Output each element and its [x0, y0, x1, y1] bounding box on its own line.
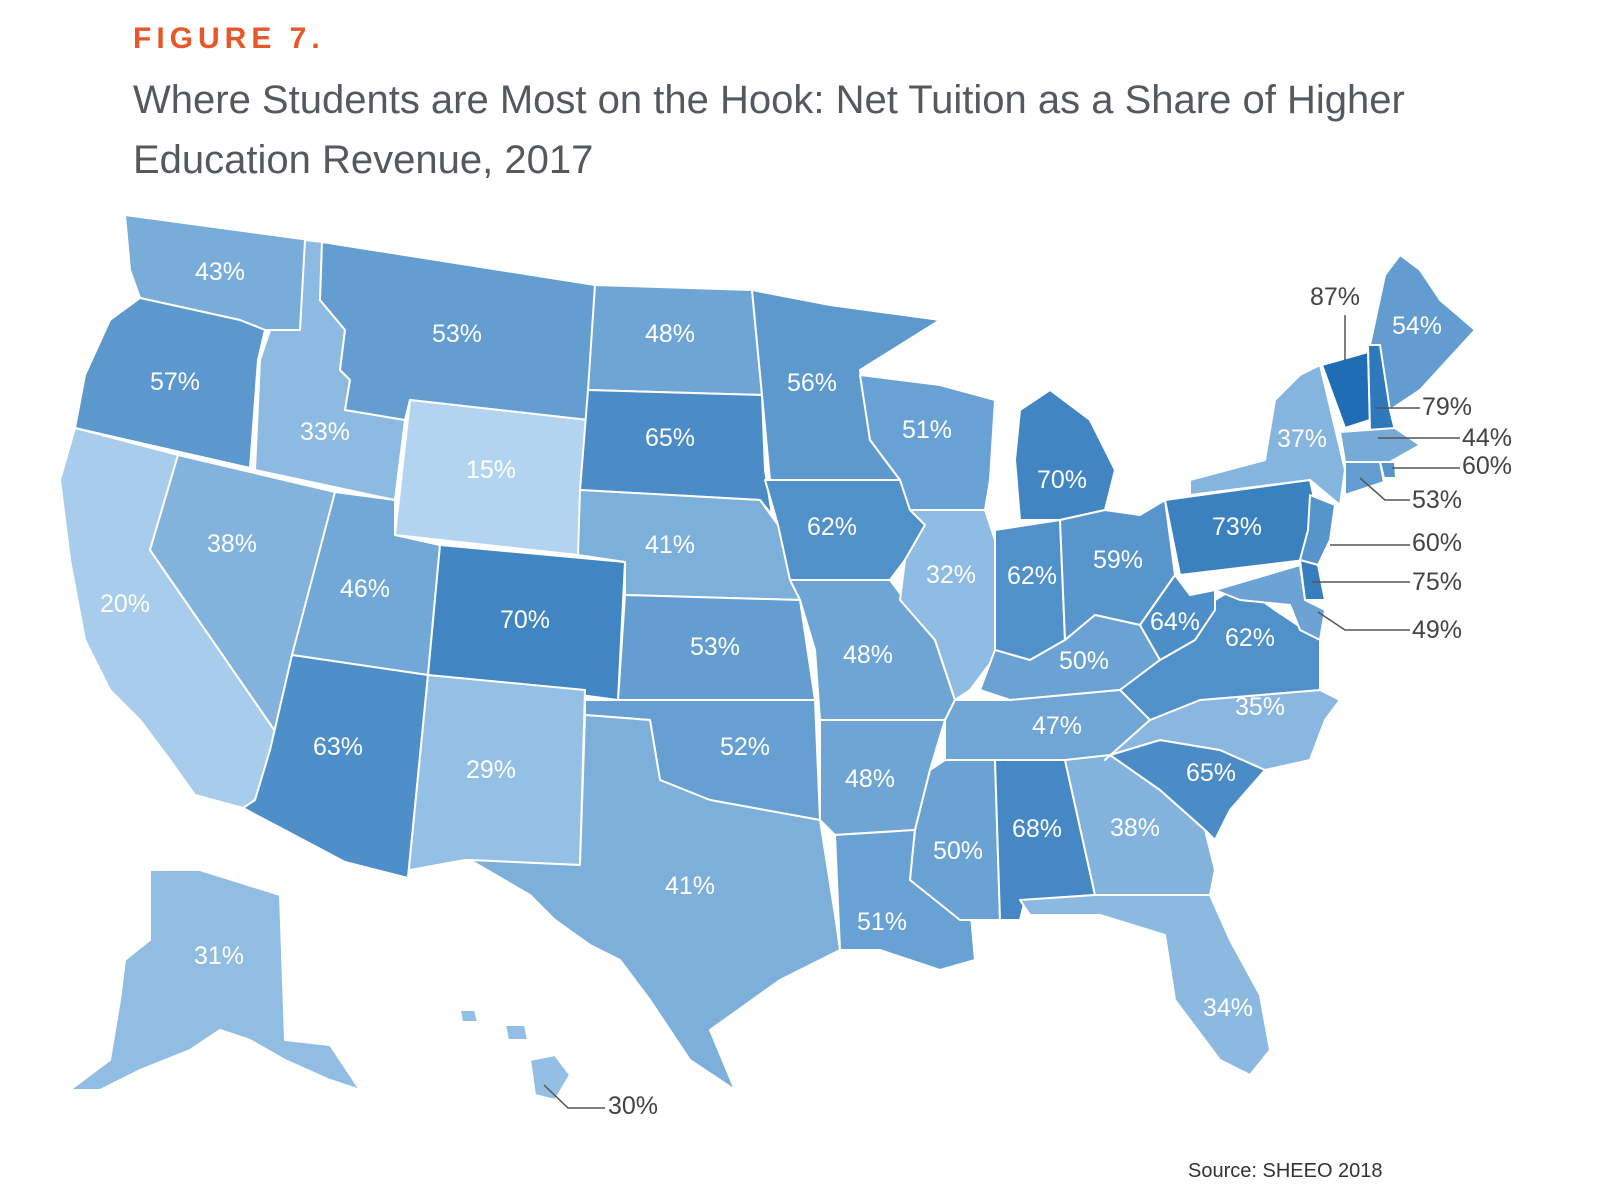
state-ak — [69, 869, 361, 1091]
leader-line-md — [1317, 611, 1410, 631]
value-label-ak: 31% — [194, 942, 244, 970]
value-label-md: 49% — [1412, 616, 1462, 644]
value-label-in: 62% — [1007, 562, 1057, 590]
value-label-sc: 65% — [1186, 759, 1236, 787]
value-label-wa: 43% — [195, 258, 245, 286]
value-label-tx: 41% — [665, 872, 715, 900]
state-tx — [469, 714, 841, 1091]
value-label-ca: 20% — [100, 590, 150, 618]
value-label-vt: 87% — [1310, 283, 1360, 311]
state-wv — [1139, 574, 1216, 661]
state-mi — [1014, 389, 1116, 521]
state-ct — [1344, 461, 1385, 496]
value-label-ne: 41% — [645, 531, 695, 559]
leader-line-ct — [1359, 477, 1410, 501]
value-label-pa: 73% — [1212, 513, 1262, 541]
value-label-fl: 34% — [1203, 994, 1253, 1022]
value-label-ms: 50% — [933, 837, 983, 865]
state-in — [994, 519, 1066, 661]
value-label-ma: 44% — [1462, 424, 1512, 452]
value-label-ct: 53% — [1412, 486, 1462, 514]
figure-label: FIGURE 7. — [133, 22, 325, 55]
state-nh — [1367, 344, 1396, 433]
value-label-me: 54% — [1392, 312, 1442, 340]
source-note: Source: SHEEO 2018 — [1188, 1160, 1383, 1182]
value-label-id: 33% — [300, 418, 350, 446]
value-label-ar: 48% — [845, 765, 895, 793]
value-label-la: 51% — [857, 908, 907, 936]
value-label-nm: 29% — [466, 756, 516, 784]
state-hi — [459, 1009, 571, 1101]
value-label-va: 62% — [1225, 624, 1275, 652]
value-label-nc: 35% — [1235, 693, 1285, 721]
value-label-wy: 15% — [466, 456, 516, 484]
value-label-tn: 47% — [1032, 712, 1082, 740]
value-label-oh: 59% — [1093, 546, 1143, 574]
value-label-mn: 56% — [787, 369, 837, 397]
value-label-ut: 46% — [340, 575, 390, 603]
value-label-mt: 53% — [432, 320, 482, 348]
value-label-co: 70% — [500, 606, 550, 634]
value-label-ia: 62% — [807, 513, 857, 541]
state-ny — [1189, 364, 1346, 506]
value-label-or: 57% — [150, 368, 200, 396]
value-label-ks: 53% — [690, 633, 740, 661]
value-label-az: 63% — [313, 733, 363, 761]
value-label-mi: 70% — [1037, 466, 1087, 494]
state-fl — [1019, 894, 1271, 1076]
value-label-sd: 65% — [645, 424, 695, 452]
value-label-ny: 37% — [1277, 425, 1327, 453]
state-md — [1214, 564, 1326, 641]
value-label-mo: 48% — [843, 641, 893, 669]
leader-line-hi — [543, 1084, 605, 1109]
value-label-ky: 50% — [1059, 647, 1109, 675]
state-me — [1369, 254, 1476, 411]
value-label-hi: 30% — [608, 1092, 658, 1120]
figure-title: Where Students are Most on the Hook: Net… — [133, 78, 1405, 182]
state-ma — [1339, 427, 1421, 463]
value-label-nv: 38% — [207, 530, 257, 558]
value-label-nd: 48% — [645, 320, 695, 348]
value-label-nj: 60% — [1412, 529, 1462, 557]
value-label-al: 68% — [1012, 815, 1062, 843]
state-or — [74, 297, 266, 469]
value-label-wv: 64% — [1150, 608, 1200, 636]
value-label-ok: 52% — [720, 733, 770, 761]
value-label-wi: 51% — [902, 416, 952, 444]
value-label-nh: 79% — [1422, 393, 1472, 421]
value-label-ga: 38% — [1110, 814, 1160, 842]
value-label-de: 75% — [1412, 568, 1462, 596]
state-nm — [407, 674, 586, 879]
value-label-ri: 60% — [1462, 452, 1512, 480]
value-label-il: 32% — [926, 561, 976, 589]
